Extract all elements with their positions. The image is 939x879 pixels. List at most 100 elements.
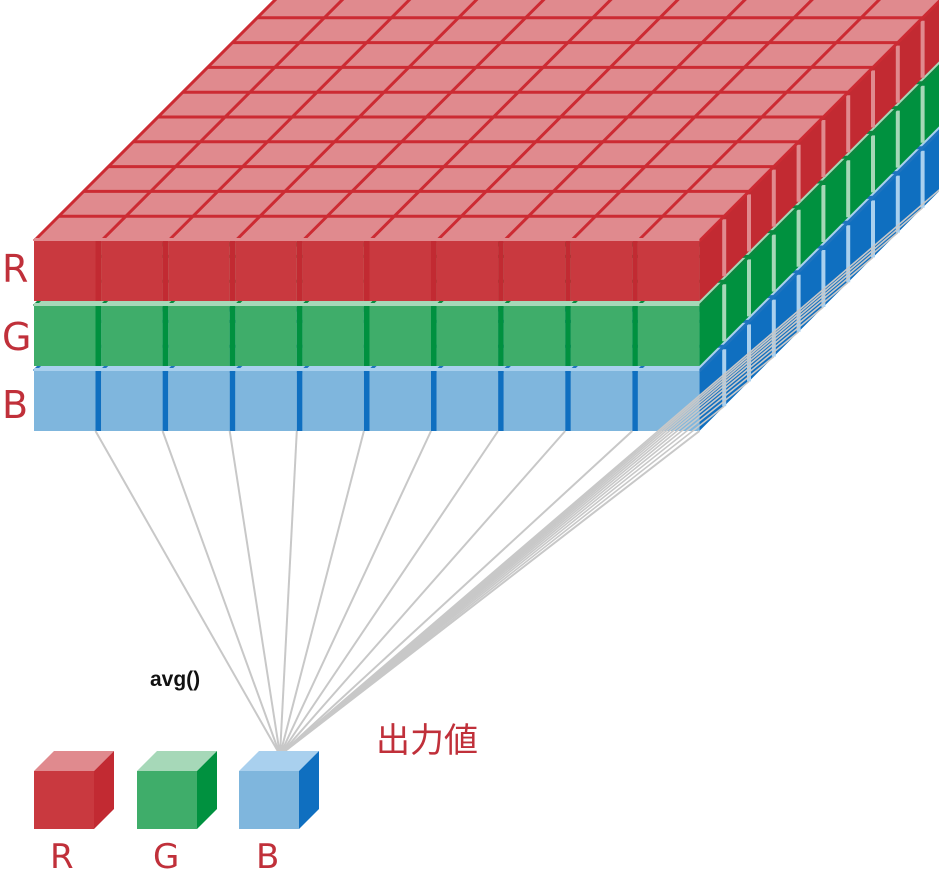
front-cube — [436, 306, 499, 366]
cube-gap — [431, 371, 437, 431]
front-cube — [34, 306, 96, 366]
top-grid-col — [234, 0, 479, 243]
front-cube — [235, 371, 297, 431]
cube-gap — [162, 371, 169, 431]
layer-top-face — [34, 0, 939, 241]
cube-gap — [95, 306, 102, 366]
front-cube — [235, 306, 297, 366]
front-cube — [168, 371, 230, 431]
front-cube — [570, 241, 633, 301]
top-grid-col — [636, 0, 882, 243]
cube-gap — [296, 306, 303, 366]
front-cube — [369, 306, 431, 366]
channel-label-r: R — [2, 247, 28, 291]
output-cubes — [34, 751, 319, 829]
front-cube — [302, 241, 364, 301]
cube-side-face — [299, 751, 319, 829]
connector-line — [279, 430, 633, 756]
front-cube — [637, 306, 700, 366]
cube-side-face — [197, 751, 217, 829]
cube-gap — [95, 241, 102, 301]
cube-top-face — [239, 751, 319, 771]
front-cube — [637, 241, 700, 301]
cube-gap — [296, 371, 303, 431]
layer-top-edge — [34, 238, 700, 242]
front-cube — [168, 241, 230, 301]
cube-gap — [296, 241, 303, 301]
front-cube — [235, 241, 297, 301]
cube-gap — [363, 241, 370, 301]
output-cube-g — [137, 751, 217, 829]
front-cube — [570, 371, 633, 431]
cube-side-face — [94, 751, 114, 829]
front-cube — [302, 306, 364, 366]
average-connectors — [94, 189, 939, 756]
top-grid-col — [698, 0, 939, 243]
cube-front-face — [34, 771, 94, 829]
layer-top-edge — [34, 368, 700, 372]
cube-gap — [632, 241, 638, 301]
output-cube-b — [239, 751, 319, 829]
cube-front-face — [137, 771, 197, 829]
avg-function-label: avg() — [150, 668, 200, 691]
front-cube — [369, 371, 431, 431]
front-cube — [101, 241, 163, 301]
cube-gap — [565, 306, 571, 366]
top-grid-col — [100, 0, 345, 243]
cube-gap — [363, 306, 370, 366]
top-grid-col — [502, 0, 747, 243]
cube-front-face — [239, 771, 299, 829]
cube-gap — [162, 241, 169, 301]
connector-line — [279, 430, 298, 756]
front-cube — [436, 241, 499, 301]
layer-r — [32, 0, 939, 301]
front-cube — [101, 306, 163, 366]
cube-gap — [229, 371, 236, 431]
top-grid-col — [167, 0, 412, 243]
cube-top-face — [137, 751, 217, 771]
top-grid-col — [32, 0, 278, 243]
cube-gap — [229, 241, 236, 301]
cube-gap — [431, 306, 437, 366]
output-cube-labels: R G B — [50, 837, 279, 877]
cube-gap — [363, 371, 370, 431]
cube-gap — [498, 241, 504, 301]
layer-side-face — [699, 1, 939, 301]
layer-side-face — [699, 66, 939, 366]
cube-gap — [565, 241, 571, 301]
cube-gap — [632, 371, 638, 431]
rgb-tensor-stack — [32, 0, 939, 431]
output-label-g: G — [153, 837, 179, 877]
connector-line — [161, 430, 281, 756]
front-cube — [503, 371, 566, 431]
front-cube — [34, 241, 96, 301]
cube-gap — [95, 371, 102, 431]
output-label-r: R — [50, 837, 74, 877]
front-cube — [168, 306, 230, 366]
front-cube — [570, 306, 633, 366]
connector-line — [279, 430, 499, 756]
top-grid-col — [435, 0, 680, 243]
layer-top-edge — [34, 303, 700, 307]
cube-gap — [632, 306, 638, 366]
cube-top-face — [34, 751, 114, 771]
cube-gap — [162, 306, 169, 366]
channel-label-g: G — [2, 315, 31, 359]
front-cube — [302, 371, 364, 431]
front-cube — [436, 371, 499, 431]
front-cube — [34, 371, 96, 431]
front-cube — [503, 306, 566, 366]
cube-gap — [498, 371, 504, 431]
connector-line — [279, 189, 939, 756]
top-grid-col — [698, 129, 939, 373]
top-grid-col — [698, 64, 939, 308]
cube-gap — [498, 306, 504, 366]
front-cube — [369, 241, 431, 301]
connector-line — [279, 430, 566, 756]
cube-gap — [431, 241, 437, 301]
cube-gap — [229, 306, 236, 366]
output-value-label: 出力値 — [376, 721, 478, 761]
top-grid-col — [301, 0, 546, 243]
connector-line — [279, 430, 432, 756]
